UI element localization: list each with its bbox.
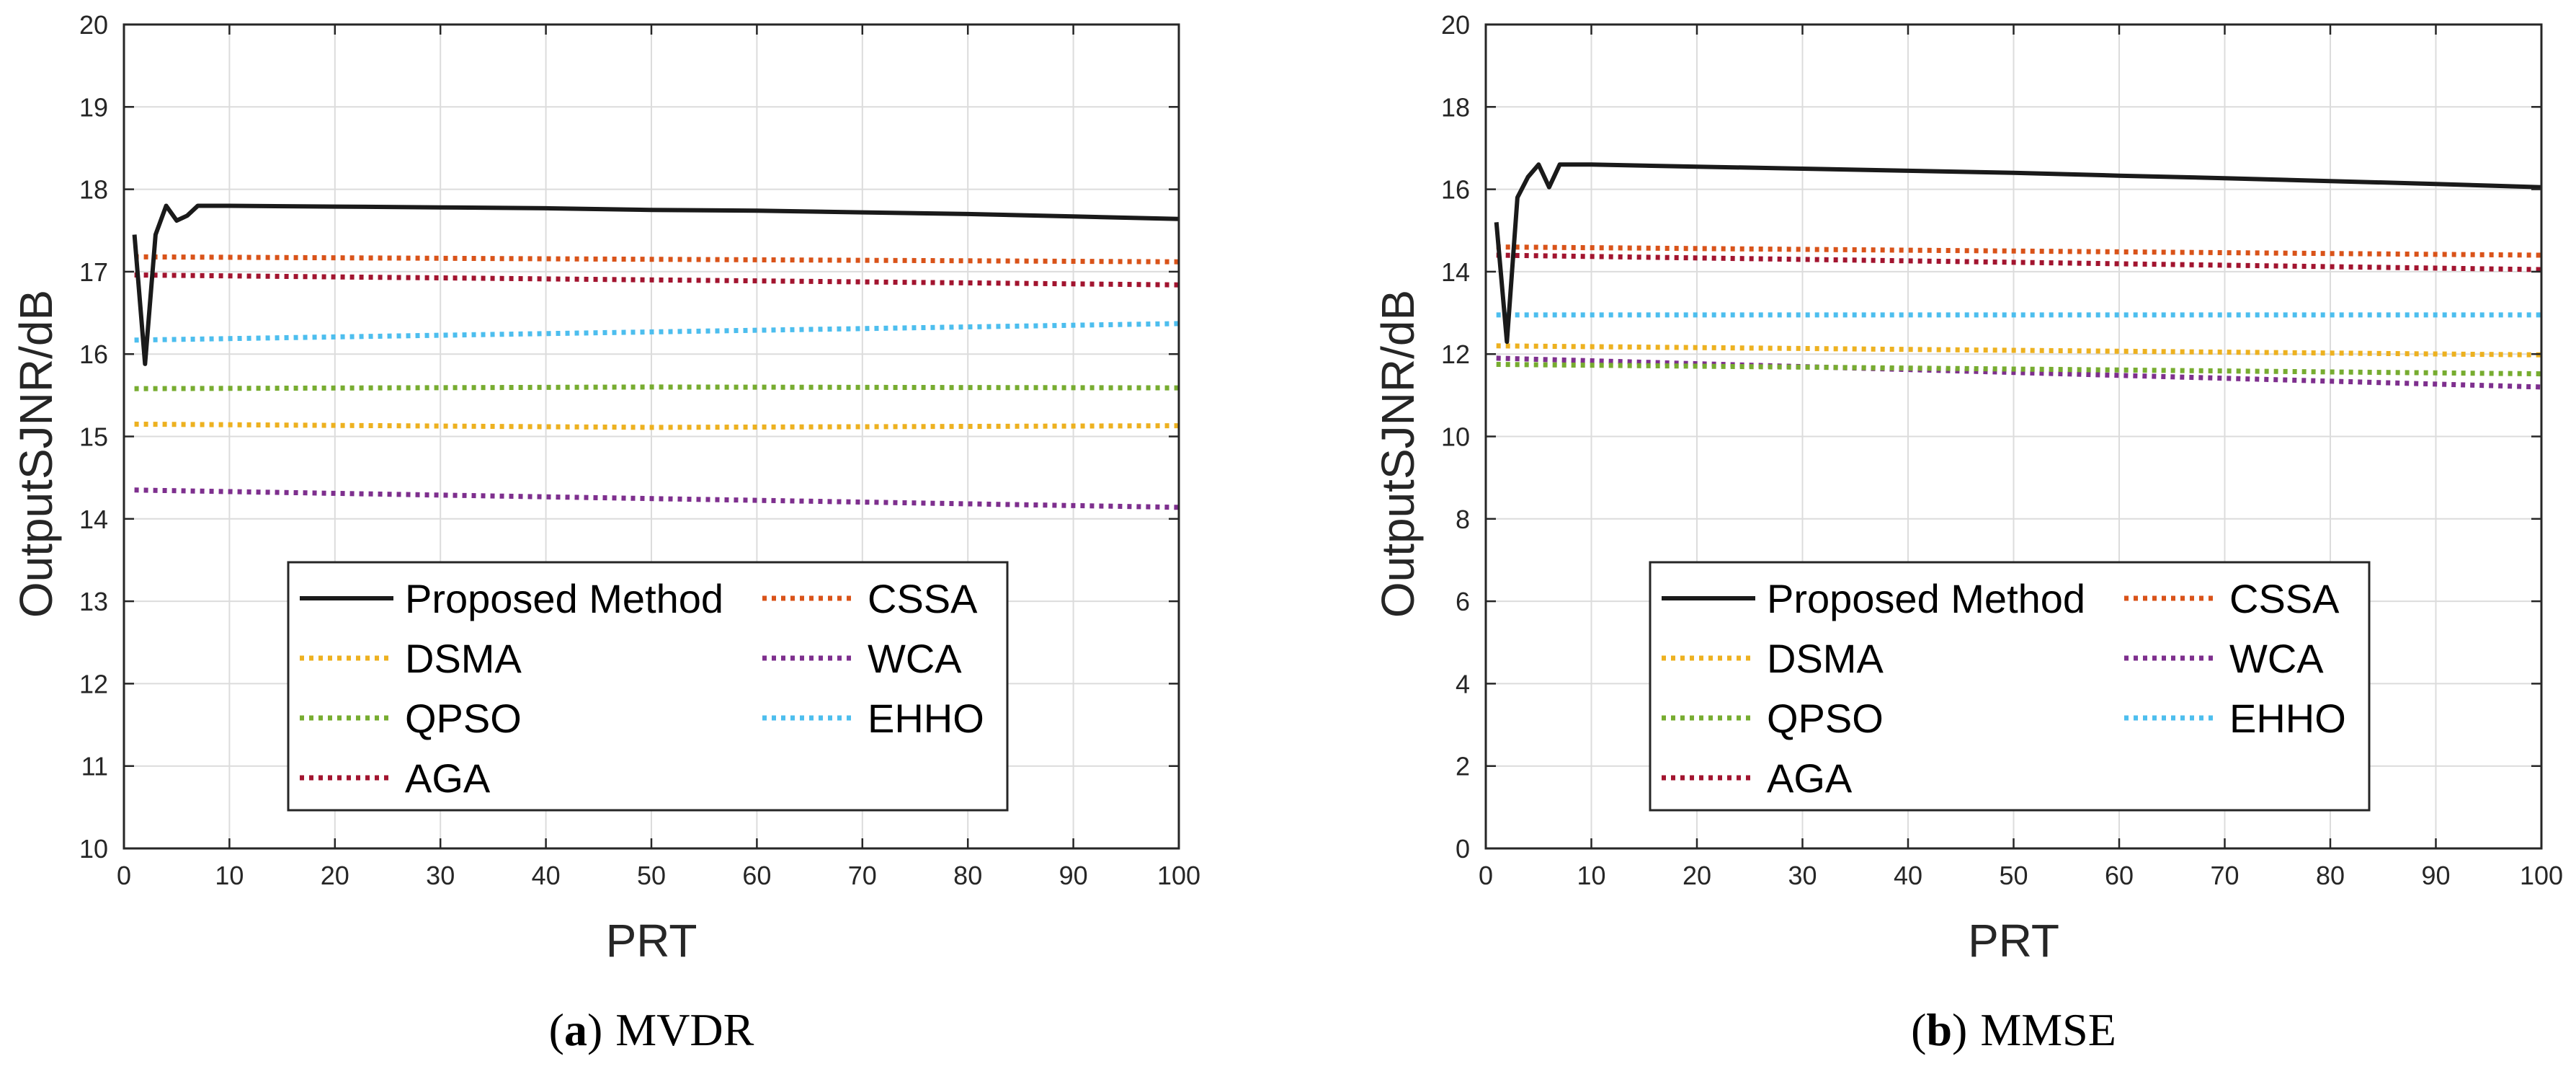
x-tick-label: 100 [2520, 861, 2563, 890]
legend-box [1649, 561, 2371, 812]
tick-layer: 0 10 20 30 40 50 60 70 80 90 100 0 2 4 6 8 10 12 14 16 18 20 [1441, 10, 2563, 890]
caption-text: MMSE [1980, 1004, 2116, 1055]
x-tick-label: 40 [532, 861, 561, 890]
y-tick-label: 19 [79, 92, 108, 122]
y-tick-label: 2 [1456, 752, 1470, 781]
y-tick-label: 20 [79, 10, 108, 40]
legend-label-qpso: QPSO [1767, 696, 1884, 741]
x-tick-label: 30 [1788, 861, 1817, 890]
y-tick-label: 18 [79, 175, 108, 205]
x-tick-label: 90 [1059, 861, 1088, 890]
y-axis-label: OutputSJNR/dB [1372, 290, 1424, 618]
legend: Proposed Method CSSA DSMA WCA QPSO EHHO AGA [287, 561, 1009, 812]
y-tick-label: 12 [79, 669, 108, 698]
x-tick-label: 10 [215, 861, 244, 890]
legend-label-aga: AGA [405, 755, 491, 801]
tick-layer: 0 10 20 30 40 50 60 70 80 90 100 10 11 12 13 14 15 16 17 18… [79, 10, 1200, 890]
x-tick-label: 10 [1577, 861, 1605, 890]
panel-caption: (a) MVDR [549, 1004, 754, 1055]
y-tick-label: 13 [79, 587, 108, 616]
x-tick-label: 70 [848, 861, 877, 890]
x-tick-label: 40 [1894, 861, 1922, 890]
caption-paren-close: ) [587, 1004, 602, 1055]
series-line-proposed [132, 203, 1180, 366]
x-tick-label: 50 [1999, 861, 2028, 890]
legend-label-cssa: CSSA [2229, 576, 2340, 621]
series-line-qpso [134, 384, 1180, 391]
caption-paren-open: ( [1911, 1004, 1926, 1055]
x-tick-label: 30 [426, 861, 455, 890]
legend-label-cssa: CSSA [868, 576, 978, 621]
x-tick-label: 20 [321, 861, 349, 890]
y-tick-label: 8 [1456, 505, 1470, 534]
caption-letter: a [564, 1004, 587, 1055]
series-line-dsma [134, 421, 1180, 430]
y-tick-label: 18 [1441, 92, 1470, 122]
x-tick-label: 80 [2316, 861, 2345, 890]
legend-label-dsma: DSMA [1767, 636, 1884, 681]
series-line-proposed [1494, 162, 2542, 345]
x-tick-label: 80 [953, 861, 982, 890]
x-tick-label: 60 [2105, 861, 2134, 890]
y-tick-label: 15 [79, 422, 108, 452]
caption-paren-open: ( [549, 1004, 564, 1055]
legend-label-proposed: Proposed Method [1767, 576, 2085, 621]
y-tick-label: 10 [1441, 422, 1470, 452]
y-tick-label: 14 [79, 505, 108, 534]
series-layer [132, 203, 1180, 510]
y-tick-label: 4 [1456, 669, 1470, 698]
y-tick-label: 11 [81, 752, 108, 781]
panel-caption: (b) MMSE [1911, 1004, 2116, 1055]
y-tick-label: 16 [79, 340, 108, 369]
legend-label-qpso: QPSO [405, 696, 522, 741]
panel-mmse: 0 10 20 30 40 50 60 70 80 90 10002468101214161820 … [1372, 10, 2563, 1055]
y-tick-label: 6 [1456, 587, 1470, 616]
y-tick-label: 12 [1441, 340, 1470, 369]
legend-label-wca: WCA [2229, 636, 2324, 681]
legend: Proposed Method CSSA DSMA WCA QPSO EHHO AGA [1649, 561, 2371, 812]
legend-label-aga: AGA [1767, 755, 1853, 801]
x-tick-label: 0 [1479, 861, 1493, 890]
legend-box [287, 561, 1009, 812]
series-line-wca [1496, 355, 2542, 390]
legend-label-dsma: DSMA [405, 636, 522, 681]
x-axis-label: PRT [1968, 915, 2059, 967]
y-tick-label: 17 [79, 257, 108, 287]
x-tick-label: 70 [2210, 861, 2239, 890]
series-layer [1494, 162, 2542, 390]
x-tick-label: 90 [2421, 861, 2450, 890]
caption-paren-close: ) [1952, 1004, 1967, 1055]
x-tick-label: 50 [637, 861, 666, 890]
y-tick-label: 14 [1441, 257, 1470, 287]
y-tick-label: 10 [79, 834, 108, 864]
caption-letter: b [1926, 1004, 1952, 1055]
y-axis-label: OutputSJNR/dB [10, 290, 62, 618]
y-tick-label: 0 [1456, 834, 1470, 864]
x-tick-label: 100 [1157, 861, 1200, 890]
legend-label-ehho: EHHO [868, 696, 984, 741]
caption-text: MVDR [615, 1004, 754, 1055]
x-tick-label: 60 [742, 861, 771, 890]
x-tick-label: 0 [117, 861, 131, 890]
legend-label-wca: WCA [868, 636, 962, 681]
y-tick-label: 20 [1441, 10, 1470, 40]
x-tick-label: 20 [1683, 861, 1711, 890]
legend-label-proposed: Proposed Method [405, 576, 723, 621]
y-tick-label: 16 [1441, 175, 1470, 205]
panel-mvdr: 0 10 20 30 40 50 60 70 80 90 100 10 11 12 13 14 15 16 17 18… [10, 10, 1200, 1055]
legend-label-ehho: EHHO [2229, 696, 2346, 741]
x-axis-label: PRT [606, 915, 698, 967]
